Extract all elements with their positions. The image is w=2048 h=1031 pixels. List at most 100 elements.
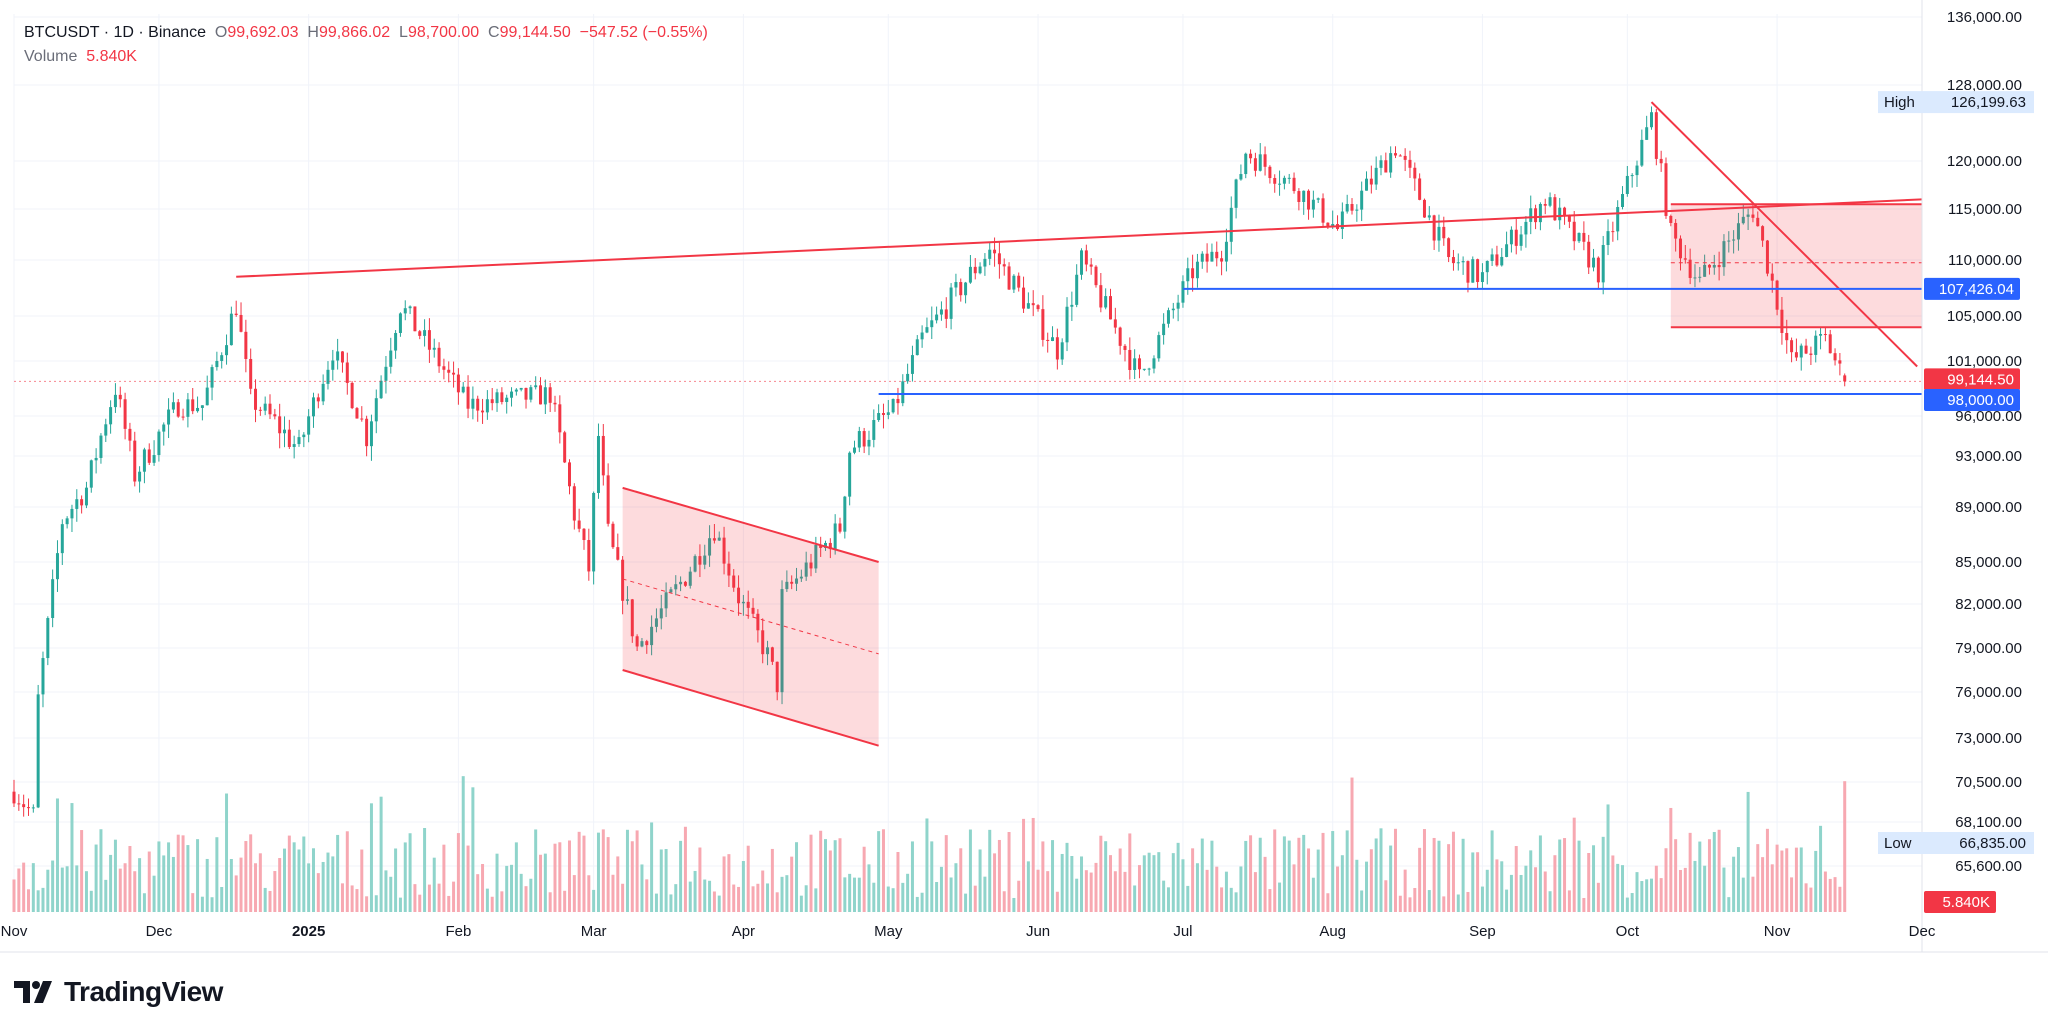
candle-body [674, 584, 678, 590]
volume-bar [1094, 862, 1098, 912]
last-price-badge-bg [1924, 368, 2020, 391]
volume-bar [1621, 865, 1625, 912]
volume-bar [466, 845, 470, 912]
volume-bar [1534, 867, 1538, 912]
candle-body [766, 647, 770, 655]
candle-body [210, 367, 214, 388]
volume-bar [1630, 893, 1634, 912]
candle-body [833, 523, 837, 550]
candle-body [1258, 154, 1262, 171]
candle-body [1181, 281, 1185, 303]
candle-body [1683, 258, 1687, 260]
volume-bar [36, 890, 40, 912]
candle-body [645, 641, 649, 646]
volume-bar [292, 842, 296, 912]
candle-body [374, 398, 378, 422]
candle-body [852, 447, 856, 453]
volume-bar [1360, 890, 1364, 912]
candle-body [1543, 203, 1547, 206]
candle-body [200, 405, 204, 408]
volume-bar [1176, 842, 1180, 912]
candle-body [215, 360, 219, 368]
high-value: 99,866.02 [318, 24, 391, 41]
level-2-badge-text: 98,000.00 [1947, 392, 2014, 409]
volume-bar [1036, 869, 1040, 912]
candle-body [1273, 178, 1277, 184]
volume-bar [157, 841, 161, 912]
candle-body [413, 306, 417, 332]
volume-bar [1683, 867, 1687, 912]
candle-body [1210, 251, 1214, 262]
candle-body [1094, 266, 1098, 286]
candle-body [582, 528, 586, 541]
candle-body [1089, 264, 1093, 267]
volume-bar [833, 840, 837, 912]
volume-bar [741, 861, 745, 912]
candle-body [138, 471, 142, 482]
candle-body [1137, 358, 1141, 370]
candle-body [790, 581, 794, 584]
tradingview-logo[interactable]: TradingView [14, 976, 223, 1008]
volume-label[interactable]: Volume [24, 48, 78, 65]
volume-bar [1664, 848, 1668, 912]
candle-body [70, 508, 74, 519]
volume-bar [413, 884, 417, 912]
candle-body [51, 579, 55, 619]
volume-bar [447, 895, 451, 912]
candle-body [316, 397, 320, 402]
candle-body [495, 392, 499, 404]
volume-bar [1002, 891, 1006, 912]
candle-body [408, 306, 412, 309]
volume-bar [191, 893, 195, 912]
high-label: H [307, 24, 319, 41]
candle-body [1350, 204, 1354, 211]
candle-body [611, 523, 615, 548]
volume-bar [553, 843, 557, 912]
candle-body [1287, 177, 1291, 179]
candle-body [539, 385, 543, 405]
volume-bar [1756, 844, 1760, 912]
candle-body [365, 418, 369, 447]
volume-bar [766, 883, 770, 912]
price-tick-label: 82,000.00 [1955, 596, 2022, 613]
volume-bar [906, 873, 910, 912]
candle-body [630, 599, 634, 637]
volume-bar [756, 883, 760, 912]
candle-body [1625, 175, 1629, 194]
volume-bar [828, 850, 832, 912]
volume-bar [790, 856, 794, 912]
symbol-title[interactable]: BTCUSDT · 1D · Binance [24, 24, 206, 41]
candle-body [1505, 244, 1509, 257]
low-tag: Low 66,835.00 [1878, 832, 2034, 854]
volume-bar [1442, 896, 1446, 912]
candle-body [1727, 240, 1731, 242]
candle-body [1403, 155, 1407, 160]
candle-body [1736, 223, 1740, 240]
channel-lower-line [622, 669, 879, 747]
candle-body [80, 499, 84, 506]
candle-body [1799, 345, 1803, 358]
candle-body [1171, 308, 1175, 311]
volume-bar [1780, 850, 1784, 912]
candle-body [1215, 251, 1219, 259]
time-tick-label: Feb [445, 923, 471, 940]
candle-body [283, 429, 286, 434]
candle-body [1775, 280, 1779, 310]
volume-bar [1732, 856, 1736, 912]
volume-bar [925, 818, 929, 912]
price-chart[interactable]: 65,600.00 68,100.00 70,500.00 73,000.00 76,0… [0, 0, 2048, 960]
volume-bar [485, 888, 489, 912]
candle-body [1640, 139, 1644, 166]
candle-body [654, 618, 658, 627]
volume-bar [1321, 832, 1325, 912]
volume-bar [1770, 864, 1774, 912]
candle-body [1292, 177, 1296, 192]
volume-bar [1389, 845, 1393, 912]
volume-bar [1307, 848, 1311, 912]
volume-bar [775, 892, 779, 912]
volume-bar [582, 835, 586, 912]
volume-bar [1640, 881, 1644, 912]
candle-body [1480, 272, 1484, 283]
volume-bar [1461, 838, 1465, 912]
high-tag-bg [1878, 91, 2034, 114]
